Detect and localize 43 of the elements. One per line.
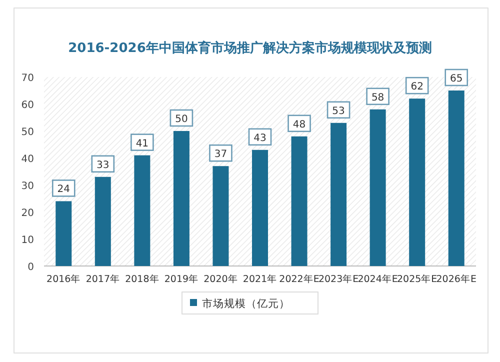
y-tick-label: 20: [21, 208, 34, 219]
x-tick-label: 2019年: [164, 273, 199, 285]
data-label: 50: [175, 114, 188, 125]
data-label: 62: [410, 82, 424, 93]
bar: [370, 109, 386, 266]
bar: [56, 201, 72, 266]
y-tick-label: 0: [28, 262, 34, 273]
x-tick-label: 2024年E: [358, 273, 398, 285]
bar: [94, 176, 111, 266]
x-tick-label: 2021年: [242, 273, 278, 285]
legend-label: 市场规模（亿元）: [202, 297, 290, 310]
x-tick-label: 2016年: [46, 273, 81, 285]
y-tick-label: 40: [21, 154, 34, 165]
data-label: 41: [136, 138, 149, 150]
bar: [291, 136, 308, 266]
data-label: 65: [450, 74, 463, 84]
x-tick-label: 2018年: [125, 273, 160, 285]
y-tick-label: 70: [21, 73, 34, 84]
bar: [252, 150, 268, 266]
x-tick-label: 2023年E: [318, 273, 359, 285]
data-label: 48: [292, 119, 306, 130]
x-tick-label: 2022年E: [279, 273, 320, 285]
x-tick-label: 2017年: [86, 273, 120, 285]
y-tick-label: 10: [21, 235, 34, 246]
bar: [173, 131, 190, 266]
bar: [409, 98, 426, 266]
y-tick-label: 30: [21, 181, 34, 192]
bar: [448, 90, 464, 266]
y-tick-label: 60: [21, 100, 34, 111]
data-label: 43: [254, 132, 266, 144]
data-label: 33: [96, 160, 110, 171]
bar: [330, 122, 347, 266]
data-label: 24: [57, 184, 70, 196]
chart-title: 2016-2026年中国体育市场推广解决方案市场规模现状及预测: [68, 40, 432, 56]
x-tick-label: 2025年E: [396, 273, 438, 285]
bar: [134, 155, 150, 266]
bar: [212, 166, 229, 266]
data-label: 37: [214, 149, 228, 160]
x-tick-label: 2020年: [204, 273, 238, 285]
data-label: 53: [332, 106, 345, 117]
x-tick-label: 2026年E: [436, 273, 476, 285]
data-label: 58: [371, 92, 384, 104]
y-tick-label: 50: [21, 127, 34, 138]
